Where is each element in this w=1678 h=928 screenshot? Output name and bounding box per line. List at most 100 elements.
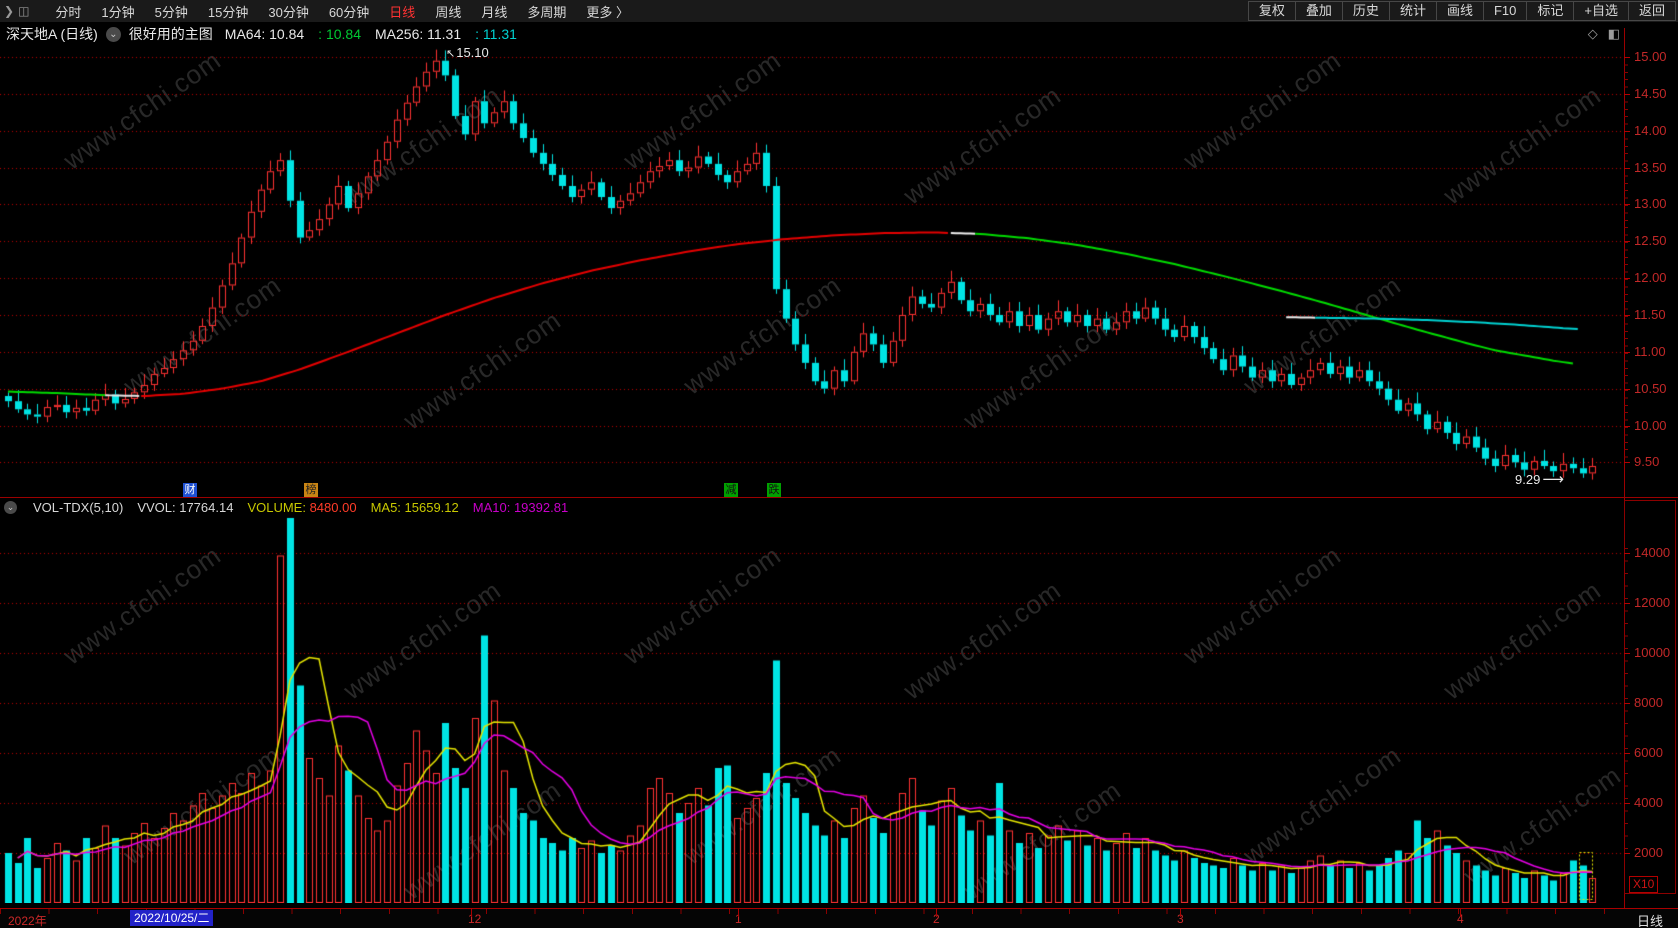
volume-tick [1624,553,1630,554]
price-tick-label: 11.00 [1634,343,1666,359]
volume-tick-label: 14000 [1634,545,1671,560]
action-button-返回[interactable]: 返回 [1627,1,1676,21]
volume-indicator-header: ⌄ VOL-TDX(5,10) VVOL: 17764.14 VOLUME: 848… [0,499,1624,515]
period-menu: 分时 1分钟 5分钟 15分钟 30分钟 60分钟 日线 周线 月线 多周期 更多 〉 [55,2,629,21]
price-tick [1624,278,1630,280]
action-menu: 复权 叠加 历史 统计 画线 F10 标记 +自选 返回 [1247,1,1676,21]
price-tick [1624,351,1630,353]
event-badge-榜[interactable]: 榜 [304,483,318,497]
diamond-icon[interactable]: ◇ [1587,26,1598,41]
window-icons: ❯ ◫ [4,4,29,18]
volume-tick-label: 2000 [1634,845,1663,860]
period-item-1分钟[interactable]: 1分钟 [101,4,135,20]
period-item-更多 〉[interactable]: 更多 〉 [586,4,629,20]
volume-tick-label: 12000 [1634,595,1671,610]
event-badge-财[interactable]: 财 [183,483,197,497]
price-tick-label: 14.00 [1634,122,1667,138]
volume-header-label: VOLUME: 8480.00 [247,499,357,515]
month-label-3: 3 [1177,912,1184,926]
price-tick [1624,167,1630,169]
price-minor-ticks [1624,57,1628,463]
volume-tick [1624,653,1630,654]
action-button-历史[interactable]: 历史 [1341,1,1390,21]
panel-separator [0,497,1678,498]
right-arrow-icon: ⟶ [1542,471,1563,488]
price-tick-label: 12.00 [1634,270,1667,286]
volume-minor-ticks [1624,548,1628,850]
titlebar: ❯ ◫ 分时 1分钟 5分钟 15分钟 30分钟 60分钟 日线 周线 月线 多周期 更多 〉 复权叠… [0,0,1678,23]
volume-unit-label: X10 [1629,876,1659,893]
current-period-label: 日线 [1637,914,1664,928]
action-button-标记[interactable]: 标记 [1526,1,1575,21]
event-badge-跌[interactable]: 跌 [767,483,781,497]
indicator-name: 很好用的主图 [128,26,213,42]
subtitlebar: 深天地A (日线) ⌄ 很好用的主图 MA64: 10.84 : 10.84 MA2… [0,23,1678,45]
ma-label: : 10.84 [318,26,361,42]
month-tick [1180,909,1181,917]
price-tick [1624,314,1630,316]
price-tick-label: 14.50 [1634,85,1667,101]
volume-canvas[interactable] [0,515,1624,903]
period-item-30分钟[interactable]: 30分钟 [268,4,309,20]
stock-title: 深天地A (日线) [6,26,98,42]
period-item-月线[interactable]: 月线 [481,4,508,20]
price-tick [1624,130,1630,132]
period-item-分时[interactable]: 分时 [55,4,82,20]
period-item-日线[interactable]: 日线 [389,4,416,20]
price-tick [1624,388,1630,390]
volume-header-label: VOL-TDX(5,10) [33,499,124,515]
month-label-4: 4 [1457,912,1464,926]
split-panel-icon[interactable]: ◧ [1607,26,1620,41]
price-tick-label: 15.00 [1634,49,1667,64]
month-tick [738,909,739,917]
month-label-2: 2 [933,912,940,926]
month-tick [471,909,472,917]
ma-label: MA256: 11.31 [375,26,462,42]
chevron-down-circle-icon[interactable]: ⌄ [105,26,121,42]
price-tick-label: 13.50 [1634,159,1667,175]
volume-tick [1624,853,1630,854]
action-button-统计[interactable]: 统计 [1388,1,1437,21]
volume-tick [1624,603,1630,604]
ma-label: : 11.31 [475,26,517,42]
price-tick-label: 10.00 [1634,417,1667,433]
price-tick-label: 13.00 [1634,196,1667,212]
volume-tick-label: 10000 [1634,645,1671,660]
month-tick [936,909,937,917]
volume-header-label: MA10: 19392.81 [472,499,569,515]
period-item-15分钟[interactable]: 15分钟 [207,4,249,20]
price-tick-label: 12.50 [1634,233,1667,249]
axis-border-line [1624,28,1625,908]
main-candlestick-canvas[interactable] [0,45,1624,497]
chevron-down-circle-icon[interactable]: ⌄ [4,500,17,514]
month-label-12: 12 [468,912,482,926]
subtitle-right-icons: ◇ ◧ [1588,26,1620,42]
ma-label: MA64: 10.84 [224,26,305,42]
price-tick [1624,425,1630,427]
price-tick [1624,57,1630,58]
period-item-60分钟[interactable]: 60分钟 [328,4,370,20]
month-tick [1460,909,1461,917]
event-badge-减[interactable]: 减 [724,483,738,497]
price-tick [1624,93,1630,95]
date-axis: 2022年 2022/10/25/二 12 1 2 3 4 日线 [0,908,1678,928]
action-button-F10[interactable]: F10 [1482,1,1528,21]
action-button-叠加[interactable]: 叠加 [1294,1,1343,21]
volume-tick [1624,703,1630,704]
price-tick [1624,204,1630,206]
collapse-icon[interactable]: ❯ [4,4,15,18]
period-item-多周期[interactable]: 多周期 [527,4,567,20]
volume-tick [1624,803,1630,804]
action-button-+自选[interactable]: +自选 [1573,1,1629,21]
action-button-复权[interactable]: 复权 [1247,1,1296,21]
selected-date-label: 2022/10/25/二 [130,910,214,926]
period-item-周线[interactable]: 周线 [435,4,462,20]
period-item-5分钟[interactable]: 5分钟 [154,4,188,20]
panel-icon[interactable]: ◫ [18,4,30,18]
year-label: 2022年 [8,914,47,928]
volume-tick-label: 8000 [1634,695,1663,710]
volume-tick-label: 4000 [1634,795,1663,810]
peak-arrow-icon: ↖ [446,48,456,60]
action-button-画线[interactable]: 画线 [1435,1,1484,21]
ma-value-labels: MA64: 10.84 : 10.84 MA256: 11.31 : 11.31 [225,26,517,42]
